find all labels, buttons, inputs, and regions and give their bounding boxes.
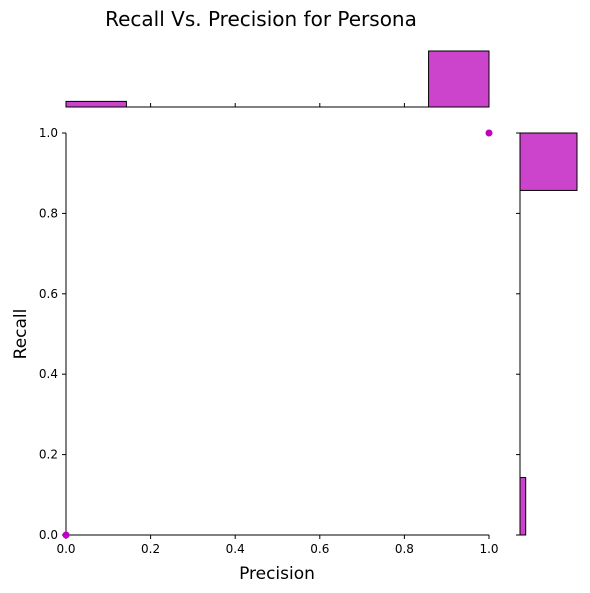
right-hist-bar <box>519 132 578 191</box>
right-marginal-histogram <box>519 132 578 536</box>
scatter-point <box>485 129 493 137</box>
top-hist-bar <box>428 50 490 108</box>
main-axes <box>65 133 489 536</box>
y-tick-label: 0.4 <box>39 367 58 381</box>
x-tick-label: 0.4 <box>226 542 245 556</box>
y-ticks: 0.0 0.2 0.4 0.6 0.8 1.0 <box>39 126 520 542</box>
x-tick-label: 0.0 <box>56 542 75 556</box>
x-tick-label: 0.8 <box>395 542 414 556</box>
y-tick-label: 0.8 <box>39 206 58 220</box>
x-axis-label: Precision <box>239 564 315 584</box>
y-tick-label: 0.6 <box>39 287 58 301</box>
top-marginal-histogram <box>65 50 490 108</box>
scatter-points <box>62 129 493 539</box>
x-ticks: 0.0 0.2 0.4 0.6 0.8 1.0 <box>56 103 499 556</box>
right-hist-bar <box>519 477 527 536</box>
x-tick-label: 0.2 <box>141 542 160 556</box>
scatter-point <box>62 531 70 539</box>
chart-title: Recall Vs. Precision for Persona <box>105 7 417 31</box>
y-tick-label: 1.0 <box>39 126 58 140</box>
x-tick-label: 0.6 <box>310 542 329 556</box>
y-axis-label: Recall <box>11 309 31 360</box>
y-tick-label: 0.2 <box>39 448 58 462</box>
y-tick-label: 0.0 <box>39 528 58 542</box>
top-hist-bar <box>65 100 127 108</box>
x-tick-label: 1.0 <box>479 542 498 556</box>
